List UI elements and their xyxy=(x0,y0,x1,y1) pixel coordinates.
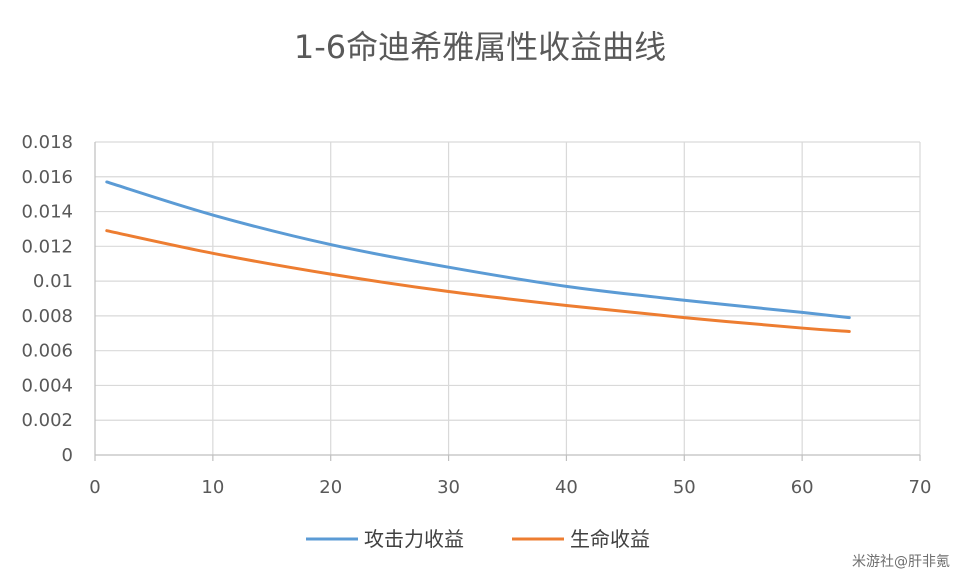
y-tick-label: 0.008 xyxy=(21,306,73,327)
y-tick-label: 0.01 xyxy=(33,271,73,292)
y-tick-label: 0.006 xyxy=(21,341,73,362)
axes: 0 0.002 0.004 0.006 0.008 0.01 0.012 0.014 0.016… xyxy=(21,132,931,498)
gridlines xyxy=(95,141,921,455)
series-lines xyxy=(105,180,851,334)
x-tick-label: 40 xyxy=(555,477,578,498)
x-tick-label: 10 xyxy=(201,477,224,498)
x-tick-label: 50 xyxy=(673,477,696,498)
y-tick-label: 0.014 xyxy=(21,202,73,223)
legend-label-attack: 攻击力收益 xyxy=(364,527,464,551)
y-tick-label: 0.002 xyxy=(21,410,73,431)
legend: 攻击力收益 生命收益 xyxy=(306,527,650,551)
x-tick-label: 20 xyxy=(319,477,342,498)
y-tick-label: 0 xyxy=(62,445,73,466)
watermark-text: 米游社@肝非氪 xyxy=(852,554,950,570)
chart-title: 1-6命迪希雅属性收益曲线 xyxy=(294,28,666,66)
x-tick-label: 70 xyxy=(909,477,932,498)
y-tick-label: 0.016 xyxy=(21,167,73,188)
x-tick-label: 60 xyxy=(791,477,814,498)
x-tick-label: 0 xyxy=(89,477,100,498)
legend-label-hp: 生命收益 xyxy=(570,527,650,551)
series-line-attack xyxy=(105,180,851,320)
y-tick-label: 0.004 xyxy=(21,375,73,396)
y-tick-label: 0.018 xyxy=(21,132,73,153)
series-line-hp xyxy=(105,229,851,334)
y-tick-label: 0.012 xyxy=(21,236,73,257)
x-tick-label: 30 xyxy=(437,477,460,498)
